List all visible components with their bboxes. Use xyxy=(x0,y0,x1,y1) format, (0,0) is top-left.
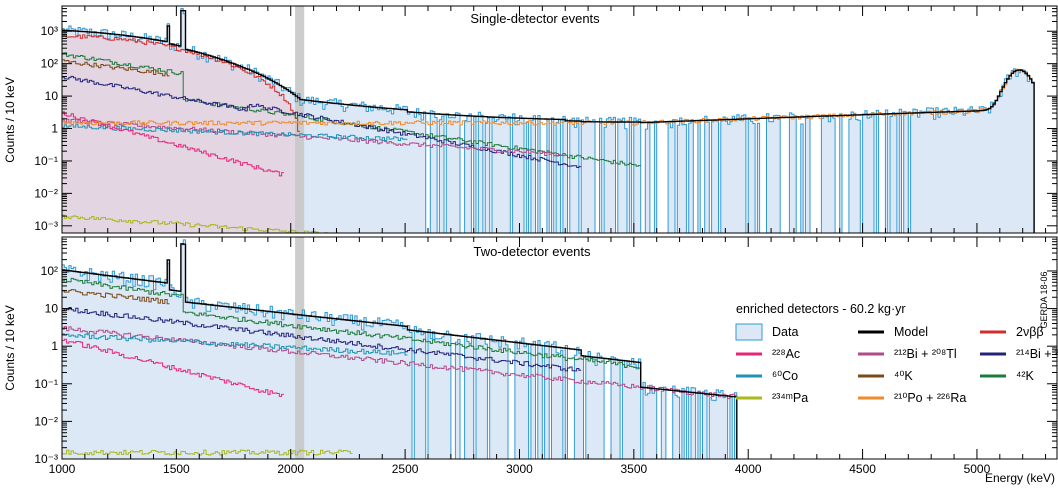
bottom-y-axis-label: Counts / 10 keV xyxy=(3,305,17,390)
bottom-series-pa234m xyxy=(62,449,353,456)
bottom-model-line xyxy=(62,243,738,459)
legend-label-k40: ⁴⁰K xyxy=(894,369,913,383)
single-detector-title: Single-detector events xyxy=(470,11,600,26)
legend-label-data: Data xyxy=(772,325,798,339)
top-series-bipb xyxy=(62,75,582,168)
bottom-series-k42 xyxy=(62,277,641,369)
top-y-tick-label: 1 xyxy=(51,122,58,136)
top-series-poRa xyxy=(62,68,1035,126)
bottom-y-tick-label: 1 xyxy=(51,339,58,353)
bottom-y-tick-label: 10 xyxy=(45,302,59,316)
top-y-tick-label: 10² xyxy=(41,57,58,71)
top-y-tick-label: 10⁻³ xyxy=(34,219,58,233)
legend-label-pa234m: ²³⁴ᵐPa xyxy=(772,391,808,405)
two-detector-title: Two-detector events xyxy=(473,244,591,259)
bottom-y-tick-label: 10² xyxy=(41,264,58,278)
top-series-bb2nu xyxy=(62,34,300,132)
top-y-tick-label: 10 xyxy=(45,89,59,103)
legend-label-bb2nu: 2νββ xyxy=(1016,325,1044,339)
legend-header: enriched detectors - 60.2 kg·yr xyxy=(736,302,906,316)
top-series-pa234m xyxy=(62,214,340,233)
top-series-k40 xyxy=(62,59,170,77)
bottom-series-co60 xyxy=(62,333,408,356)
single-detector-panel: 10⁻³ 10⁻² 10⁻¹ 1 10 10² 10³ Single-detector ev… xyxy=(3,5,1058,234)
top-y-axis-label: Counts / 10 keV xyxy=(3,77,17,162)
x-tick-label: 1000 xyxy=(49,462,76,476)
top-y-tick-label: 10⁻² xyxy=(34,186,58,200)
top-data-line xyxy=(62,8,1035,233)
bottom-series-k40 xyxy=(62,289,170,305)
watermark-text: GERDA 18-06 xyxy=(1039,271,1049,328)
x-tick-label: 3500 xyxy=(620,462,647,476)
legend-label-ac228: ²²⁸Ac xyxy=(772,347,800,361)
top-y-tick-label: 10⁻¹ xyxy=(34,154,58,168)
x-tick-label: 3000 xyxy=(506,462,533,476)
x-axis-label: Energy (keV) xyxy=(985,471,1055,485)
bottom-series-bipb xyxy=(62,307,582,372)
legend-label-bipb: ²¹⁴Bi + ²¹⁴Pb xyxy=(1016,347,1058,361)
top-roi-band xyxy=(295,6,305,233)
bottom-y-tick-label: 10⁻³ xyxy=(34,452,58,466)
bottom-series-bitl xyxy=(62,326,737,400)
legend-label-co60: ⁶⁰Co xyxy=(772,369,798,383)
two-detector-panel: 10⁻³ 10⁻² 10⁻¹ 1 10 10² 1000 1500 2000 2500 3000 35… xyxy=(3,236,1058,485)
x-tick-label: 1500 xyxy=(163,462,190,476)
top-model-line xyxy=(62,9,1035,233)
x-tick-label: 5000 xyxy=(964,462,991,476)
legend: enriched detectors - 60.2 kg·yr Data Mode… xyxy=(735,302,1058,405)
x-tick-label: 2500 xyxy=(392,462,419,476)
top-series-co60 xyxy=(62,124,408,141)
legend-swatch-data xyxy=(735,323,763,341)
legend-label-model: Model xyxy=(894,325,928,339)
bottom-y-tick-label: 10⁻² xyxy=(34,414,58,428)
legend-label-bitl: ²¹²Bi + ²⁰⁸Tl xyxy=(894,347,957,361)
legend-label-k42: ⁴²K xyxy=(1016,369,1035,383)
legend-label-poRa: ²¹⁰Po + ²²⁶Ra xyxy=(894,391,966,405)
bottom-series-ac228 xyxy=(62,338,284,397)
bottom-y-tick-label: 10⁻¹ xyxy=(34,377,58,391)
x-tick-label: 4000 xyxy=(735,462,762,476)
top-y-tick-label: 10³ xyxy=(41,24,58,38)
x-tick-label: 2000 xyxy=(277,462,304,476)
x-tick-label: 4500 xyxy=(849,462,876,476)
top-series-ac228 xyxy=(62,111,284,177)
